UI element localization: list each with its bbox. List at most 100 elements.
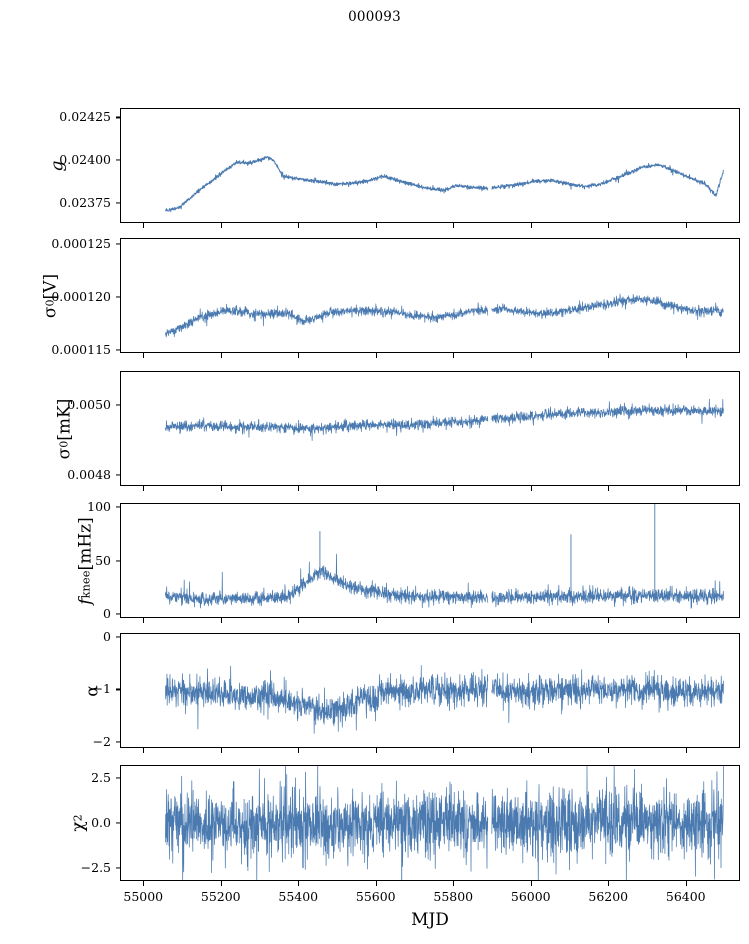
xtick-mark <box>453 748 455 753</box>
xtick-mark <box>143 223 145 228</box>
xtick-mark <box>298 223 300 228</box>
xtick-mark <box>143 748 145 753</box>
trace-path <box>165 302 489 338</box>
xtick-mark <box>375 353 377 358</box>
xtick-mark <box>143 881 145 886</box>
ytick-mark <box>115 296 120 298</box>
panel-frame <box>120 503 740 618</box>
xtick-mark <box>298 353 300 358</box>
ytick-mark <box>115 688 120 690</box>
ytick-label: 2.5 <box>91 770 111 786</box>
trace-path <box>165 414 489 441</box>
xtick-mark <box>375 748 377 753</box>
xtick-mark <box>530 353 532 358</box>
trace-chi2 <box>165 766 724 880</box>
ytick-mark <box>115 404 120 406</box>
ytick-label: −1 <box>92 681 111 697</box>
xtick-mark <box>530 223 532 228</box>
panel-frame <box>120 108 740 223</box>
ytick-label: 0.0 <box>91 814 111 830</box>
panel-frame <box>120 765 740 881</box>
xtick-mark <box>530 748 532 753</box>
ytick-label: 0 <box>103 605 111 621</box>
trace-path <box>491 293 724 320</box>
ytick-label: 0.02375 <box>59 195 111 210</box>
xtick-mark <box>220 486 222 491</box>
xtick-mark <box>375 881 377 886</box>
xtick-mark <box>453 223 455 228</box>
xtick-label: 55200 <box>200 889 241 904</box>
ytick-mark <box>115 636 120 638</box>
trace-path <box>491 580 724 609</box>
trace-path <box>491 398 724 427</box>
xtick-mark <box>375 486 377 491</box>
ytick-mark <box>115 159 120 161</box>
trace-path <box>165 665 489 734</box>
xtick-mark <box>453 881 455 886</box>
ytick-mark <box>115 474 120 476</box>
trace-path <box>491 669 724 723</box>
xtick-mark <box>608 881 610 886</box>
xtick-mark <box>685 618 687 623</box>
xtick-mark <box>453 353 455 358</box>
xtick-mark <box>530 486 532 491</box>
trace-path <box>491 766 724 880</box>
ytick-mark <box>115 202 120 204</box>
xtick-mark <box>685 748 687 753</box>
ytick-mark <box>115 741 120 743</box>
trace-fknee <box>165 504 724 609</box>
trace-gain <box>165 156 724 213</box>
xtick-mark <box>453 618 455 623</box>
ytick-label: 0.0050 <box>67 396 111 412</box>
xtick-label: 56200 <box>588 889 629 904</box>
ytick-label: 0.02425 <box>59 109 111 125</box>
trace-path <box>165 156 489 213</box>
ytick-mark <box>115 349 120 351</box>
xtick-label: 56400 <box>665 889 706 904</box>
xtick-mark <box>298 618 300 623</box>
panel-frame <box>120 633 740 748</box>
xaxis-title: MJD <box>411 910 449 930</box>
xtick-mark <box>143 618 145 623</box>
xaxis-ticklabels: 55000 55200 55400 55600 55800 56000 56200 56400 <box>120 889 740 907</box>
panel-fknee: f knee [mHz] 0 50 100 <box>75 500 740 623</box>
ytick-label: 0.000120 <box>51 288 111 304</box>
xtick-label: 55800 <box>433 889 474 904</box>
trace-path <box>491 162 724 197</box>
xtick-mark <box>375 223 377 228</box>
xtick-mark <box>608 223 610 228</box>
panel-gain: g 0.02375 0.02400 0.02425 <box>47 108 740 228</box>
xtick-mark <box>608 618 610 623</box>
ytick-label: 100 <box>87 499 111 514</box>
ytick-mark <box>115 777 120 779</box>
xtick-mark <box>530 881 532 886</box>
xtick-mark <box>298 881 300 886</box>
xaxis-tickmarks <box>120 881 740 888</box>
xtick-mark <box>608 353 610 358</box>
ytick-mark <box>115 867 120 869</box>
xtick-mark <box>453 486 455 491</box>
xtick-mark <box>685 353 687 358</box>
xtick-mark <box>530 618 532 623</box>
ytick-label: 0.000115 <box>51 341 111 357</box>
xtick-mark <box>220 748 222 753</box>
xtick-mark <box>375 618 377 623</box>
ytick-mark <box>115 243 120 245</box>
ytick-label: 0.0048 <box>67 466 111 482</box>
xtick-mark <box>298 486 300 491</box>
xtick-mark <box>685 223 687 228</box>
ytick-mark <box>115 613 120 615</box>
ylabel-gain: g <box>47 160 67 171</box>
ytick-mark <box>115 116 120 118</box>
xtick-mark <box>608 486 610 491</box>
trace-path <box>165 553 489 609</box>
xtick-mark <box>220 881 222 886</box>
trace-path <box>165 766 489 880</box>
xtick-mark <box>685 881 687 886</box>
xtick-label: 55600 <box>355 889 396 904</box>
ytick-mark <box>115 822 120 824</box>
xtick-mark <box>220 618 222 623</box>
